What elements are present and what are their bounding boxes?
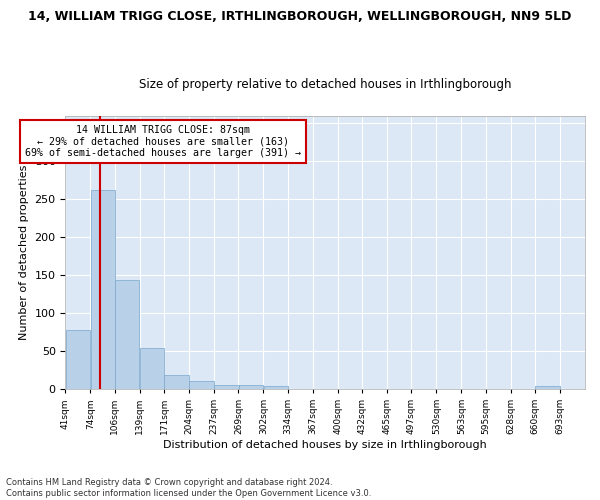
Bar — [239, 385, 263, 389]
Bar — [264, 386, 288, 389]
Bar — [190, 382, 214, 389]
Text: 14, WILLIAM TRIGG CLOSE, IRTHLINGBOROUGH, WELLINGBOROUGH, NN9 5LD: 14, WILLIAM TRIGG CLOSE, IRTHLINGBOROUGH… — [28, 10, 572, 23]
X-axis label: Distribution of detached houses by size in Irthlingborough: Distribution of detached houses by size … — [163, 440, 487, 450]
Bar — [214, 385, 239, 389]
Bar — [535, 386, 560, 389]
Bar — [140, 348, 164, 389]
Title: Size of property relative to detached houses in Irthlingborough: Size of property relative to detached ho… — [139, 78, 511, 91]
Y-axis label: Number of detached properties: Number of detached properties — [19, 164, 29, 340]
Bar — [164, 374, 188, 389]
Text: Contains HM Land Registry data © Crown copyright and database right 2024.
Contai: Contains HM Land Registry data © Crown c… — [6, 478, 371, 498]
Bar — [115, 280, 139, 389]
Bar — [91, 190, 115, 389]
Text: 14 WILLIAM TRIGG CLOSE: 87sqm
← 29% of detached houses are smaller (163)
69% of : 14 WILLIAM TRIGG CLOSE: 87sqm ← 29% of d… — [25, 125, 301, 158]
Bar — [66, 330, 90, 389]
